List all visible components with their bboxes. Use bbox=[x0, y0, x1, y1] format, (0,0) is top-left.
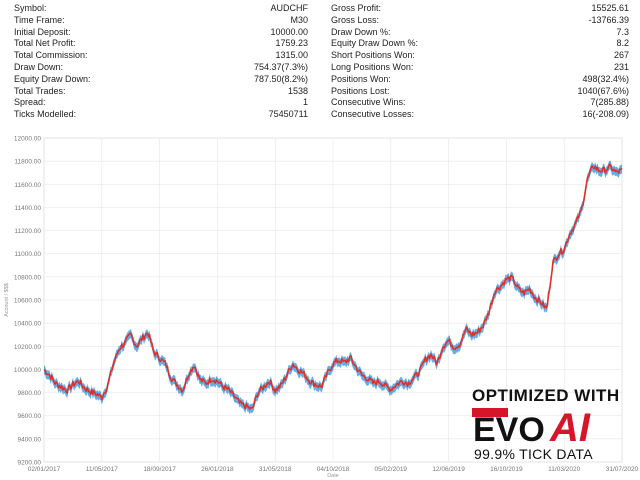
y-tick-label: 9200.00 bbox=[18, 460, 42, 467]
stat-row: Gross Profit: 15525.61 bbox=[0, 2, 640, 14]
report-stats: Symbol: AUDCHF Time Frame: M30 Initial Depos… bbox=[0, 0, 640, 124]
y-tick-label: 11200.00 bbox=[14, 228, 41, 235]
stat-value: 1040(67.6%) bbox=[577, 85, 629, 96]
equity-chart: 9200.00 9400.00 9600.00 9800.00 10000.00 1020… bbox=[4, 136, 639, 480]
stat-label: Total Net Profit: bbox=[14, 38, 76, 49]
stat-row: Total Trades: 1538 bbox=[0, 85, 640, 97]
y-tick-label: 9600.00 bbox=[18, 413, 42, 420]
x-tick-label: 26/01/2018 bbox=[201, 466, 234, 473]
stat-value: 8.2 bbox=[616, 38, 629, 49]
stat-value: 10000.00 bbox=[270, 26, 308, 37]
x-tick-label: 11/03/2020 bbox=[548, 466, 580, 473]
stat-label: Draw Down %: bbox=[331, 26, 391, 37]
stat-value: AUDCHF bbox=[270, 3, 309, 13]
stat-value: 1 bbox=[302, 97, 308, 108]
stat-row: Total Commission: 1315.00 bbox=[0, 49, 640, 61]
stat-row: Draw Down: 754.37(7.3%) bbox=[0, 61, 640, 73]
stat-row: Ticks Modelled: 75450711 bbox=[0, 108, 640, 120]
stat-row: Positions Won: 498(32.4%) bbox=[0, 73, 640, 85]
logo-evo-text: EVO bbox=[473, 411, 545, 444]
stat-label: Total Trades: bbox=[14, 85, 66, 96]
stat-row: Spread: 1 bbox=[0, 96, 640, 108]
stat-label: Time Frame: bbox=[14, 14, 65, 25]
y-tick-label: 11400.00 bbox=[14, 205, 41, 212]
stat-label: Spread: bbox=[14, 97, 46, 108]
stat-row: Long Positions Won: 231 bbox=[0, 61, 640, 73]
x-tick-label: 02/01/2017 bbox=[28, 466, 61, 473]
stat-value: 498(32.4%) bbox=[582, 73, 629, 84]
stat-row: Equity Draw Down: 787.50(8.2%) bbox=[0, 73, 640, 85]
stat-value: M30 bbox=[290, 14, 308, 25]
x-tick-label: 16/10/2019 bbox=[490, 466, 523, 473]
x-tick-label: 04/10/2018 bbox=[317, 466, 350, 473]
x-tick-label: 12/06/2019 bbox=[432, 466, 465, 473]
stat-value: 1538 bbox=[287, 85, 308, 96]
badge-tick-data-text: 99.9% TICK DATA bbox=[474, 446, 593, 462]
y-tick-label: 11800.00 bbox=[14, 159, 41, 166]
stat-row: Equity Draw Down %: 8.2 bbox=[0, 37, 640, 49]
y-tick-label: 10200.00 bbox=[14, 344, 41, 351]
stat-value: -13766.39 bbox=[588, 14, 629, 25]
stat-label: Consecutive Wins: bbox=[331, 97, 406, 108]
x-tick-label: 31/07/2020 bbox=[606, 466, 639, 473]
stat-value: 15525.61 bbox=[591, 3, 629, 13]
x-tick-label: 18/09/2017 bbox=[143, 466, 176, 473]
stat-value: 754.37(7.3%) bbox=[253, 62, 308, 72]
stat-label: Gross Profit: bbox=[331, 3, 382, 13]
balance-line bbox=[43, 163, 623, 411]
stat-value: 1315.00 bbox=[275, 50, 308, 61]
evo-ai-logo: EVO AI bbox=[472, 406, 591, 444]
stat-row: Consecutive Wins: 7(285.88) bbox=[0, 96, 640, 108]
stat-value: 231 bbox=[613, 62, 629, 72]
stat-label: Equity Draw Down: bbox=[14, 73, 91, 84]
stat-value: 16(-208.09) bbox=[582, 109, 629, 120]
stat-value: 75450711 bbox=[268, 109, 308, 120]
stat-value: 1759.23 bbox=[275, 38, 308, 49]
badge-optimized-text: OPTIMIZED WITH bbox=[472, 386, 620, 405]
y-axis-label: Account / $$$ bbox=[4, 283, 10, 317]
stat-row: Gross Loss: -13766.39 bbox=[0, 14, 640, 26]
stat-row: Total Net Profit: 1759.23 bbox=[0, 37, 640, 49]
stat-value: 267 bbox=[613, 50, 629, 61]
stat-value: 7(285.88) bbox=[590, 97, 629, 108]
y-tick-label: 9400.00 bbox=[18, 436, 42, 443]
y-tick-label: 12000.00 bbox=[14, 136, 41, 143]
y-tick-label: 10400.00 bbox=[14, 321, 41, 328]
y-tick-label: 10800.00 bbox=[14, 274, 41, 281]
logo-ai-text: AI bbox=[549, 406, 591, 444]
y-tick-label: 9800.00 bbox=[18, 390, 42, 397]
x-tick-label: 11/05/2017 bbox=[86, 466, 118, 473]
stat-row: Draw Down %: 7.3 bbox=[0, 26, 640, 38]
stat-label: Gross Loss: bbox=[331, 14, 380, 25]
stat-row: Positions Lost: 1040(67.6%) bbox=[0, 85, 640, 97]
y-tick-label: 11600.00 bbox=[14, 182, 41, 189]
stat-label: Symbol: bbox=[14, 3, 47, 13]
x-tick-label: 31/05/2018 bbox=[259, 466, 292, 473]
stat-row: Short Positions Won: 267 bbox=[0, 49, 640, 61]
stat-label: Short Positions Won: bbox=[331, 50, 415, 61]
stat-label: Consecutive Losses: bbox=[331, 109, 415, 120]
evo-ai-badge: OPTIMIZED WITH EVO AI 99.9% TICK DATA bbox=[462, 380, 638, 466]
stat-label: Long Positions Won: bbox=[331, 62, 414, 72]
stat-label: Draw Down: bbox=[14, 62, 64, 72]
stat-value: 7.3 bbox=[616, 26, 629, 37]
stat-row: Initial Deposit: 10000.00 bbox=[0, 26, 640, 38]
y-tick-label: 10000.00 bbox=[14, 367, 41, 374]
stat-label: Positions Lost: bbox=[331, 85, 390, 96]
stat-label: Equity Draw Down %: bbox=[331, 38, 419, 49]
stat-label: Initial Deposit: bbox=[14, 26, 71, 37]
stat-value: 787.50(8.2%) bbox=[253, 73, 308, 84]
stat-label: Total Commission: bbox=[14, 50, 88, 61]
x-tick-label: 05/02/2019 bbox=[375, 466, 408, 473]
stat-row: Consecutive Losses: 16(-208.09) bbox=[0, 108, 640, 120]
x-axis-label: Date bbox=[327, 473, 339, 479]
stat-row: Time Frame: M30 bbox=[0, 14, 640, 26]
stat-label: Positions Won: bbox=[331, 73, 391, 84]
stat-row: Symbol: AUDCHF bbox=[0, 2, 640, 14]
stat-label: Ticks Modelled: bbox=[14, 109, 77, 120]
y-tick-label: 10600.00 bbox=[14, 298, 41, 305]
y-tick-label: 11000.00 bbox=[14, 251, 41, 258]
